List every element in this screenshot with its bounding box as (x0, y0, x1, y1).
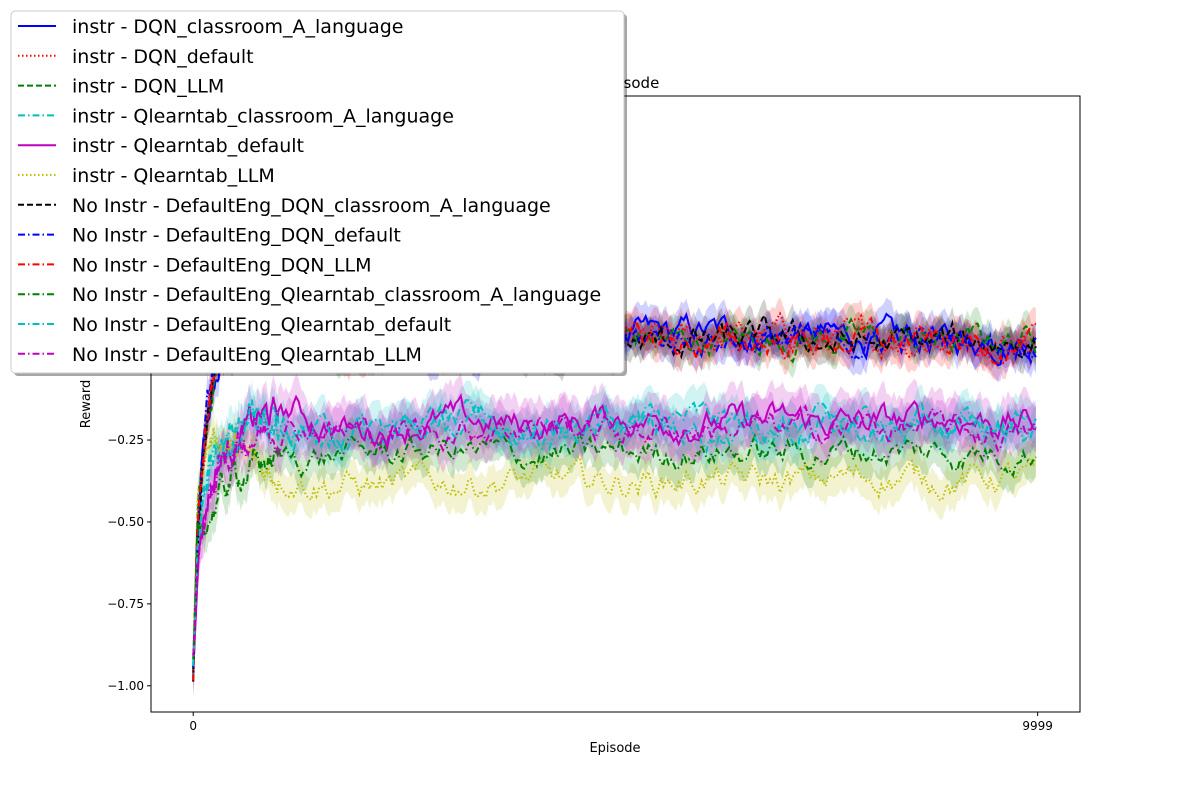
series-line-4 (192, 392, 1037, 671)
y-tick-label: −1.00 (107, 679, 144, 693)
legend-entry-2: instr - DQN_LLM (72, 76, 224, 98)
series-line-9 (192, 430, 1037, 661)
series-line-5 (192, 427, 1037, 659)
legend-entry-11: No Instr - DefaultEng_Qlearntab_LLM (72, 344, 422, 366)
legend-entry-1: instr - DQN_default (72, 46, 254, 68)
series-band-3 (193, 380, 1036, 698)
legend-entry-4: instr - Qlearntab_default (72, 135, 304, 157)
x-axis-label: Episode (589, 741, 640, 756)
x-axis: 0 9999 (189, 712, 1053, 733)
series-line-10 (192, 399, 1037, 667)
legend-entry-9: No Instr - DefaultEng_Qlearntab_classroo… (72, 284, 601, 306)
x-tick-label: 9999 (1022, 719, 1053, 733)
series-band-11 (193, 383, 1036, 679)
legend-entry-0: instr - DQN_classroom_A_language (72, 16, 404, 38)
y-axis-label: Reward (79, 380, 94, 428)
series-line-3 (192, 399, 1037, 678)
y-tick-label: −0.75 (107, 597, 144, 611)
series-band-4 (193, 372, 1036, 693)
series-band-5 (193, 408, 1036, 678)
y-axis: −1.00 −0.75 −0.50 −0.25 (107, 433, 151, 693)
legend-entry-5: instr - Qlearntab_LLM (72, 165, 275, 187)
y-tick-label: −0.25 (107, 433, 144, 447)
legend-entry-10: No Instr - DefaultEng_Qlearntab_default (72, 314, 451, 336)
legend-entry-7: No Instr - DefaultEng_DQN_default (72, 225, 401, 247)
legend-entry-8: No Instr - DefaultEng_DQN_LLM (72, 254, 372, 276)
x-tick-label: 0 (189, 719, 197, 733)
legend-box (10, 10, 625, 374)
series-band-9 (193, 413, 1036, 680)
legend-entry-3: instr - Qlearntab_classroom_A_language (72, 105, 454, 127)
legend-entry-6: No Instr - DefaultEng_DQN_classroom_A_la… (72, 195, 551, 217)
series-line-11 (192, 404, 1037, 656)
y-tick-label: −0.50 (107, 515, 144, 529)
